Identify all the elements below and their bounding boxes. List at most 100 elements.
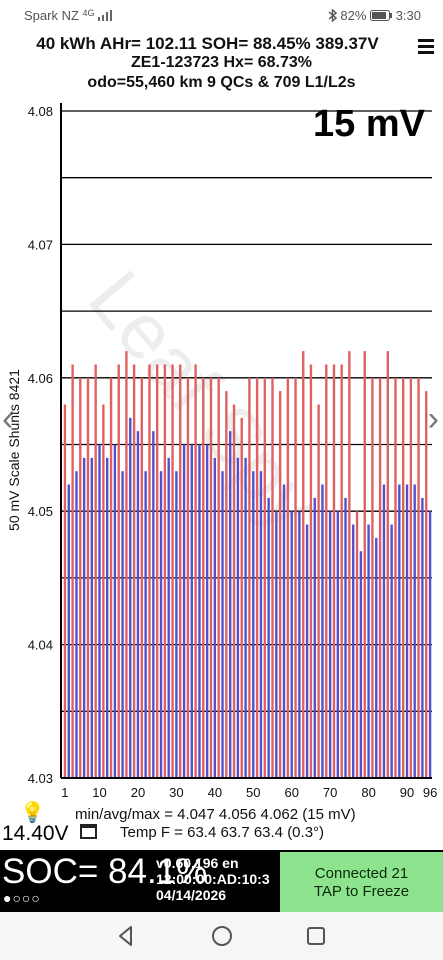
- cell-bar: [344, 497, 347, 778]
- cell-bar: [209, 377, 213, 778]
- cell-bar: [179, 364, 182, 778]
- cell-bar: [425, 391, 428, 778]
- x-tick-label: 50: [246, 785, 260, 800]
- cell-bar: [175, 471, 178, 778]
- x-tick-label: 60: [284, 785, 298, 800]
- cell-bar: [325, 364, 328, 778]
- x-tick-label: 70: [323, 785, 337, 800]
- cell-bar: [382, 484, 386, 778]
- min-avg-max-text: min/avg/max = 4.047 4.056 4.062 (15 mV): [75, 806, 356, 823]
- odometer-line: odo=55,460 km 9 QCs & 709 L1/L2s: [87, 74, 356, 91]
- cell-bar: [248, 377, 251, 778]
- cell-bar: [90, 457, 94, 778]
- cell-bar: [121, 471, 124, 778]
- cell-bar: [321, 484, 324, 778]
- cell-bar: [144, 471, 147, 778]
- cell-bar: [202, 377, 205, 778]
- cell-bar: [63, 404, 67, 778]
- date-text: 04/14/2026: [156, 887, 227, 903]
- cell-bar: [332, 364, 336, 778]
- cell-bar: [167, 457, 170, 778]
- lightbulb-icon[interactable]: 💡: [20, 802, 45, 824]
- cell-bar: [413, 484, 416, 778]
- cell-bar: [278, 391, 282, 778]
- cell-bar: [428, 511, 432, 778]
- carrier-text: Spark NZ: [24, 8, 79, 23]
- cell-bar: [106, 457, 109, 778]
- cell-bar: [102, 404, 105, 778]
- signal-icon: [98, 10, 113, 21]
- bluetooth-icon: [328, 8, 337, 23]
- status-left: Spark NZ 4G: [24, 8, 113, 23]
- cell-bar: [421, 497, 424, 778]
- cell-bar: [113, 444, 117, 778]
- battery-summary-header: 40 kWh AHr= 102.11 SOH= 88.45% 389.37V Z…: [0, 33, 443, 96]
- cell-bar: [286, 377, 290, 778]
- cell-bar: [67, 484, 70, 778]
- cell-bar: [155, 364, 159, 778]
- menu-icon[interactable]: [418, 39, 434, 57]
- cell-bar: [82, 457, 86, 778]
- cell-bar: [163, 364, 167, 778]
- cell-bar: [190, 444, 193, 778]
- temperature-text: Temp F = 63.4 63.7 63.4 (0.3°): [120, 824, 325, 841]
- status-bar: Spark NZ 4G 82% 3:30: [0, 0, 443, 32]
- battery-percent: 82%: [340, 8, 367, 23]
- cell-bar: [328, 511, 332, 778]
- cell-bar: [390, 524, 393, 778]
- cell-bar: [148, 364, 151, 778]
- capacity-line: 40 kWh AHr= 102.11 SOH= 88.45% 389.37V: [36, 34, 379, 53]
- cell-bar: [371, 377, 374, 778]
- x-tick-label: 30: [169, 785, 183, 800]
- home-icon[interactable]: [210, 924, 234, 948]
- y-tick-label: 4.03: [28, 771, 53, 786]
- x-tick-label: 80: [361, 785, 375, 800]
- calendar-icon[interactable]: [80, 824, 97, 839]
- recents-icon[interactable]: [304, 924, 328, 948]
- back-icon[interactable]: [114, 924, 138, 948]
- x-tick-label: 96: [423, 785, 437, 800]
- version-text: v0.60.196 en: [156, 855, 239, 871]
- x-tick-label: 20: [131, 785, 145, 800]
- cell-bar: [225, 391, 228, 778]
- battery-icon: [370, 10, 393, 21]
- cell-bar: [294, 377, 297, 778]
- cell-bar: [386, 351, 389, 778]
- cell-bar: [79, 377, 82, 778]
- connection-status-button[interactable]: Connected 21 TAP to Freeze: [280, 852, 443, 912]
- cell-bar: [136, 431, 140, 778]
- cell-bar: [255, 377, 259, 778]
- y-tick-label: 4.08: [28, 104, 53, 119]
- cell-bar: [152, 431, 155, 778]
- network-text: 4G: [82, 8, 95, 18]
- device-info: v0.60.196 en 12:00:00:AD:10:3 04/14/2026: [156, 855, 270, 903]
- cell-bar: [252, 471, 255, 778]
- page-dots[interactable]: ●○○○: [3, 890, 41, 906]
- cell-bar: [221, 471, 224, 778]
- soc-display: SOC= 84.1%: [2, 852, 208, 891]
- cell-bar: [182, 444, 186, 778]
- chevron-left-icon[interactable]: ‹: [2, 400, 14, 438]
- cell-bar: [129, 417, 132, 778]
- cell-bar: [171, 364, 174, 778]
- chevron-right-icon[interactable]: ›: [427, 400, 439, 438]
- cell-bar: [109, 377, 113, 778]
- cell-bar: [125, 351, 128, 778]
- y-tick-label: 4.04: [28, 638, 53, 653]
- cell-bar: [198, 444, 201, 778]
- aux-battery-voltage: 14.40V: [2, 822, 69, 845]
- cell-bar: [317, 404, 320, 778]
- cell-bar: [313, 497, 316, 778]
- cell-bar: [305, 524, 309, 778]
- cell-bar: [352, 524, 355, 778]
- cell-bar: [298, 511, 301, 778]
- cell-bar: [363, 351, 366, 778]
- cell-bar: [140, 377, 143, 778]
- scale-label: 15 mV: [313, 103, 425, 145]
- cell-bar: [375, 537, 378, 778]
- y-tick-label: 4.07: [28, 237, 53, 252]
- adapter-address: 12:00:00:AD:10:3: [156, 871, 270, 887]
- cell-bar: [244, 457, 247, 778]
- cell-bar: [117, 364, 120, 778]
